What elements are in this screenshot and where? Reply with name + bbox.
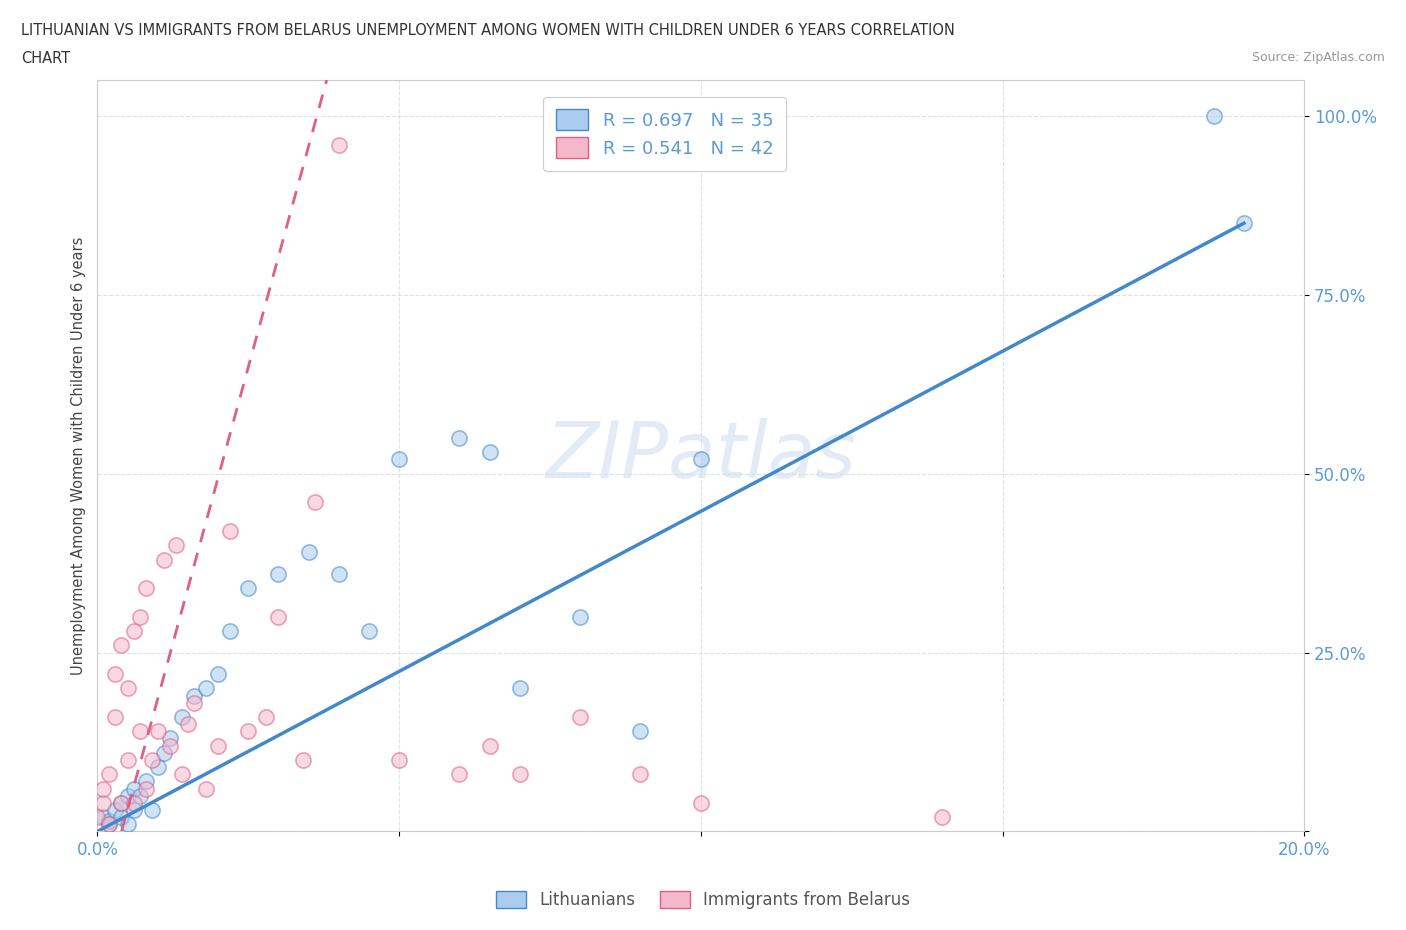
Point	[135, 781, 157, 796]
Point	[117, 817, 139, 831]
Point	[194, 781, 217, 796]
Point	[93, 810, 115, 825]
Point	[449, 767, 471, 782]
Point	[122, 781, 145, 796]
Point	[297, 545, 319, 560]
Point	[170, 710, 193, 724]
Point	[569, 710, 592, 724]
Point	[159, 731, 181, 746]
Text: ZIPatlas: ZIPatlas	[546, 418, 856, 494]
Point	[152, 552, 174, 567]
Point	[98, 767, 121, 782]
Point	[110, 638, 132, 653]
Point	[328, 566, 350, 581]
Point	[509, 767, 531, 782]
Point	[117, 752, 139, 767]
Point	[110, 795, 132, 810]
Legend: Lithuanians, Immigrants from Belarus: Lithuanians, Immigrants from Belarus	[488, 883, 918, 917]
Point	[122, 803, 145, 817]
Point	[238, 580, 260, 595]
Y-axis label: Unemployment Among Women with Children Under 6 years: Unemployment Among Women with Children U…	[72, 236, 86, 675]
Point	[689, 795, 711, 810]
Text: LITHUANIAN VS IMMIGRANTS FROM BELARUS UNEMPLOYMENT AMONG WOMEN WITH CHILDREN UND: LITHUANIAN VS IMMIGRANTS FROM BELARUS UN…	[21, 23, 955, 38]
Point	[128, 724, 150, 738]
Point	[238, 724, 260, 738]
Point	[93, 781, 115, 796]
Point	[170, 767, 193, 782]
Point	[267, 609, 290, 624]
Point	[478, 738, 501, 753]
Point	[146, 760, 169, 775]
Point	[207, 738, 229, 753]
Point	[219, 624, 242, 639]
Point	[177, 717, 200, 732]
Point	[388, 452, 411, 467]
Point	[207, 667, 229, 682]
Point	[98, 814, 121, 829]
Point	[183, 696, 205, 711]
Point	[194, 681, 217, 696]
Point	[304, 495, 326, 510]
Point	[183, 688, 205, 703]
Point	[689, 452, 711, 467]
Text: Source: ZipAtlas.com: Source: ZipAtlas.com	[1251, 51, 1385, 64]
Point	[630, 724, 652, 738]
Text: CHART: CHART	[21, 51, 70, 66]
Point	[104, 667, 127, 682]
Point	[104, 710, 127, 724]
Point	[117, 789, 139, 804]
Point	[122, 624, 145, 639]
Point	[128, 609, 150, 624]
Point	[478, 445, 501, 459]
Point	[1202, 109, 1225, 124]
Point	[135, 580, 157, 595]
Point	[104, 803, 127, 817]
Point	[165, 538, 187, 552]
Point	[110, 810, 132, 825]
Point	[569, 609, 592, 624]
Point	[159, 738, 181, 753]
Point	[1233, 216, 1256, 231]
Point	[141, 752, 163, 767]
Point	[931, 810, 953, 825]
Point	[141, 803, 163, 817]
Point	[509, 681, 531, 696]
Point	[128, 789, 150, 804]
Point	[86, 810, 108, 825]
Point	[93, 795, 115, 810]
Point	[135, 774, 157, 789]
Point	[146, 724, 169, 738]
Point	[98, 817, 121, 831]
Point	[110, 795, 132, 810]
Point	[449, 431, 471, 445]
Point	[152, 745, 174, 760]
Point	[388, 752, 411, 767]
Point	[122, 795, 145, 810]
Legend: R = 0.697   N = 35, R = 0.541   N = 42: R = 0.697 N = 35, R = 0.541 N = 42	[543, 97, 786, 171]
Point	[117, 681, 139, 696]
Point	[219, 524, 242, 538]
Point	[328, 137, 350, 152]
Point	[267, 566, 290, 581]
Point	[254, 710, 277, 724]
Point	[630, 767, 652, 782]
Point	[291, 752, 314, 767]
Point	[98, 817, 121, 831]
Point	[357, 624, 380, 639]
